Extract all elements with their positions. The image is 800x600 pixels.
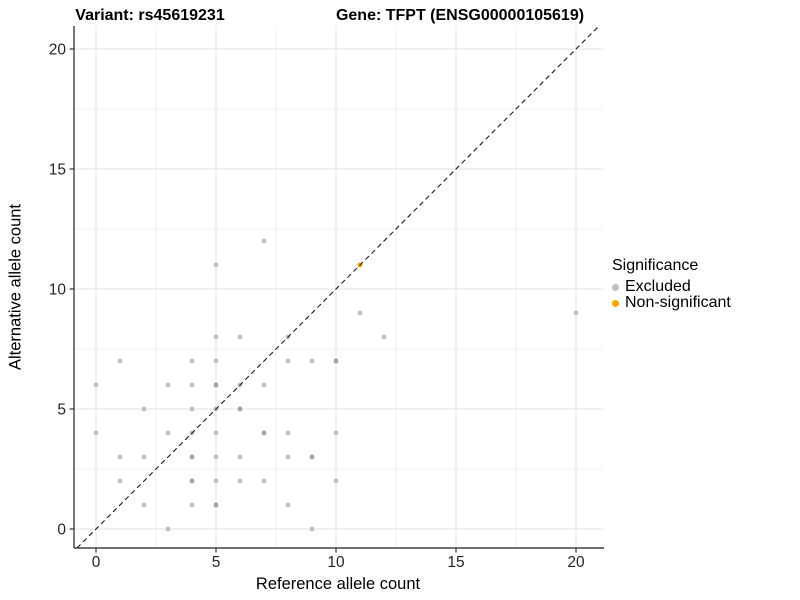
data-point-excluded (333, 478, 339, 484)
data-point-excluded (141, 454, 147, 460)
data-point-excluded (189, 382, 195, 388)
y-tick-label: 0 (57, 522, 66, 539)
legend-item-label-non-significant: Non-significant (625, 294, 731, 311)
excluded-point-icon (612, 283, 619, 291)
legend-item-excluded: Excluded (612, 278, 731, 295)
data-point-excluded (261, 238, 267, 244)
data-point-excluded (117, 454, 123, 460)
data-point-excluded (93, 382, 99, 388)
data-point-excluded (285, 502, 291, 508)
data-point-excluded (237, 406, 243, 412)
data-point-excluded (285, 454, 291, 460)
data-point-excluded (189, 406, 195, 412)
legend-item-label-excluded: Excluded (625, 278, 691, 295)
data-point-excluded (309, 526, 315, 532)
y-tick-label: 10 (49, 282, 67, 299)
data-point-excluded (237, 454, 243, 460)
data-point-excluded (381, 334, 387, 340)
data-point-excluded (189, 454, 195, 460)
data-point-excluded (165, 526, 171, 532)
identity-reference-line (76, 25, 600, 549)
x-tick-label: 0 (92, 554, 101, 571)
legend-title: Significance (612, 257, 699, 274)
data-point-excluded (213, 502, 219, 508)
data-point-excluded (213, 358, 219, 364)
plot-title-variant: Variant: rs45619231 (75, 7, 225, 24)
data-point-excluded (213, 262, 219, 268)
data-point-excluded (357, 310, 363, 316)
data-point-excluded (165, 430, 171, 436)
data-point-excluded (213, 334, 219, 340)
y-tick-label: 15 (49, 162, 66, 179)
data-point-excluded (309, 454, 315, 460)
y-tick-label: 5 (57, 402, 66, 419)
x-tick-label: 15 (447, 554, 464, 571)
x-tick-label: 20 (567, 554, 585, 571)
data-point-excluded (237, 478, 243, 484)
data-point-excluded (237, 334, 243, 340)
data-point-excluded (213, 454, 219, 460)
data-point-excluded (261, 478, 267, 484)
data-point-excluded (285, 430, 291, 436)
data-point-excluded (93, 430, 99, 436)
x-tick-label: 10 (327, 554, 345, 571)
plot-title-gene: Gene: TFPT (ENSG00000105619) (335, 7, 585, 24)
non-significant-point-icon (612, 299, 619, 307)
data-point-excluded (309, 358, 315, 364)
y-tick-label: 20 (49, 42, 67, 59)
data-point-excluded (141, 502, 147, 508)
x-axis-title: Reference allele count (255, 575, 421, 593)
data-point-excluded (261, 382, 267, 388)
data-point-excluded (285, 358, 291, 364)
data-point-excluded (117, 358, 123, 364)
data-point-excluded (261, 430, 267, 436)
data-point-excluded (165, 382, 171, 388)
x-tick-label: 5 (212, 554, 221, 571)
data-point-excluded (333, 358, 339, 364)
data-point-excluded (573, 310, 579, 316)
data-point-excluded (333, 430, 339, 436)
y-axis-title: Alternative allele count (6, 203, 25, 371)
legend: Significance Excluded Non-significant (612, 257, 731, 311)
data-point-excluded (189, 478, 195, 484)
data-point-excluded (189, 358, 195, 364)
legend-item-non-significant: Non-significant (612, 294, 731, 311)
data-point-excluded (141, 406, 147, 412)
data-point-excluded (213, 430, 219, 436)
data-point-excluded (117, 478, 123, 484)
data-point-excluded (213, 478, 219, 484)
data-point-excluded (213, 382, 219, 388)
data-point-excluded (189, 502, 195, 508)
